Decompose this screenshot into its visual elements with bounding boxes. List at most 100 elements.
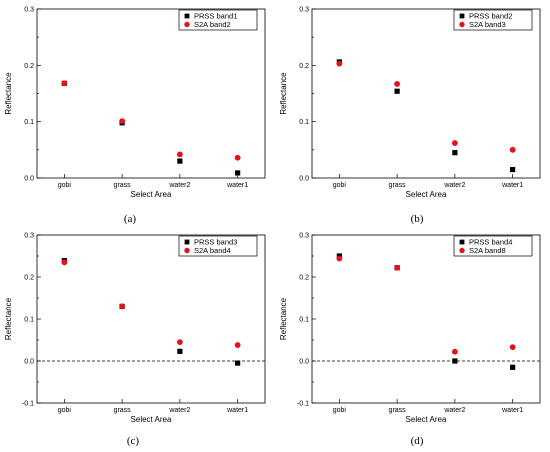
chart-panel-1: 0.0 0.1 0.2 0.3 gobi grass water2 water1 Select … xyxy=(4,7,266,225)
x-tick-label-water2: water2 xyxy=(168,182,190,189)
point-prss-band2-water1 xyxy=(510,166,516,173)
legend-marker-square xyxy=(459,239,465,245)
x-tick-label-grass: grass xyxy=(114,407,132,414)
y-tick-label: 0.2 xyxy=(299,275,309,282)
y-tick-label: 0.2 xyxy=(299,63,309,70)
point-s2a-band3-grass xyxy=(394,81,401,87)
y-axis-label: Reflectance xyxy=(279,72,288,115)
x-tick-label-gobi: gobi xyxy=(333,407,347,414)
point-s2a-band2-water2 xyxy=(176,151,183,158)
y-axis-label: Reflectance xyxy=(4,72,13,115)
x-tick-label-water1: water1 xyxy=(501,407,523,414)
point-prss-band1-water2 xyxy=(177,158,183,164)
point-s2a-band4-water1 xyxy=(234,342,241,348)
y-tick-label: 0.1 xyxy=(24,317,34,324)
point-s2a-band3-water1 xyxy=(509,146,516,153)
x-tick-label-water1: water1 xyxy=(226,407,248,414)
y-tick-label: 0.2 xyxy=(24,63,34,70)
point-prss-band3-water2 xyxy=(177,348,183,354)
legend-entry: PRSS band4 xyxy=(469,238,512,247)
y-tick-label: 0.1 xyxy=(299,317,309,324)
y-tick-label: 0.0 xyxy=(299,359,309,366)
legend-box xyxy=(453,9,533,31)
point-prss-band2-water2 xyxy=(452,150,458,156)
legend-entry: PRSS band3 xyxy=(194,238,237,247)
y-tick-label: 0.0 xyxy=(24,176,34,183)
x-tick-label-grass: grass xyxy=(389,182,407,189)
point-s2a-band8-water2 xyxy=(451,348,458,355)
legend-entry: PRSS band1 xyxy=(194,12,237,21)
plot-frame xyxy=(311,234,541,404)
x-axis-label: Select Area xyxy=(406,415,447,424)
x-tick-label-water2: water2 xyxy=(168,407,190,414)
point-s2a-band2-water1 xyxy=(234,154,241,161)
x-axis-label: Select Area xyxy=(406,190,447,199)
panel-caption: (b) xyxy=(411,213,424,225)
y-tick-label: 0.1 xyxy=(24,119,34,126)
legend-entry: S2A band3 xyxy=(469,20,506,29)
plot-frame xyxy=(36,234,266,404)
legend-entry: S2A band2 xyxy=(194,20,231,29)
y-tick-label: 0.2 xyxy=(24,275,34,282)
plot-frame xyxy=(311,8,541,179)
point-s2a-band8-gobi xyxy=(336,255,343,262)
x-tick-label-water1: water1 xyxy=(501,182,523,189)
legend-box xyxy=(178,9,258,31)
y-axis-label: Reflectance xyxy=(4,297,13,340)
x-tick-label-grass: grass xyxy=(389,407,407,414)
y-tick-label: 0.3 xyxy=(24,233,34,240)
chart-panel-3: -0.1 0.0 0.1 0.2 0.3 gobi grass water2 water1 Sel… xyxy=(4,233,266,447)
y-tick-label: 0.1 xyxy=(299,119,309,126)
point-s2a-band8-water1 xyxy=(509,344,516,351)
plot-frame xyxy=(36,8,266,179)
legend-marker-circle xyxy=(184,21,190,28)
point-s2a-band3-gobi xyxy=(336,60,343,67)
point-s2a-band2-grass xyxy=(119,118,126,125)
y-tick-label: -0.1 xyxy=(297,401,309,408)
point-prss-band1-water1 xyxy=(235,170,241,176)
y-tick-label: 0.3 xyxy=(24,7,34,14)
legend-marker-square xyxy=(184,13,190,19)
y-axis-label: Reflectance xyxy=(279,297,288,340)
point-s2a-band4-gobi xyxy=(61,259,68,266)
point-s2a-band4-water2 xyxy=(176,339,183,345)
x-tick-label-gobi: gobi xyxy=(58,182,72,189)
chart-panel-2: 0.0 0.1 0.2 0.3 gobi grass water2 water1 Select … xyxy=(279,7,541,225)
y-tick-label: -0.1 xyxy=(22,401,34,408)
legend-marker-square xyxy=(184,239,190,245)
point-prss-band3-water1 xyxy=(235,360,241,366)
legend-marker-square xyxy=(459,13,465,19)
legend-entry: PRSS band2 xyxy=(469,12,512,21)
legend-marker-circle xyxy=(459,21,465,28)
legend-marker-circle xyxy=(459,247,465,254)
legend-box xyxy=(453,235,533,257)
panel-caption: (c) xyxy=(127,435,140,447)
point-prss-band4-water2 xyxy=(452,358,458,364)
x-tick-label-water2: water2 xyxy=(443,407,465,414)
y-tick-label: 0.0 xyxy=(299,176,309,183)
legend-marker-circle xyxy=(184,247,190,254)
legend-box xyxy=(178,235,258,257)
point-prss-band2-grass xyxy=(394,88,400,94)
y-tick-label: 0.3 xyxy=(299,233,309,240)
x-tick-label-grass: grass xyxy=(114,182,132,189)
x-tick-label-water1: water1 xyxy=(226,182,248,189)
point-s2a-band2-gobi xyxy=(61,80,68,87)
panel-caption: (d) xyxy=(411,435,424,447)
x-tick-label-gobi: gobi xyxy=(333,182,347,189)
x-axis-label: Select Area xyxy=(131,190,172,199)
point-prss-band4-water1 xyxy=(510,364,516,370)
legend-entry: S2A band4 xyxy=(194,246,231,255)
point-s2a-band8-grass xyxy=(394,264,401,271)
y-tick-label: 0.3 xyxy=(299,7,309,14)
point-s2a-band3-water2 xyxy=(451,140,458,146)
x-axis-label: Select Area xyxy=(131,415,172,424)
chart-panel-4: -0.1 0.0 0.1 0.2 0.3 gobi grass water2 water1 Sel… xyxy=(279,233,541,447)
x-tick-label-gobi: gobi xyxy=(58,407,72,414)
panel-caption: (a) xyxy=(124,213,137,225)
